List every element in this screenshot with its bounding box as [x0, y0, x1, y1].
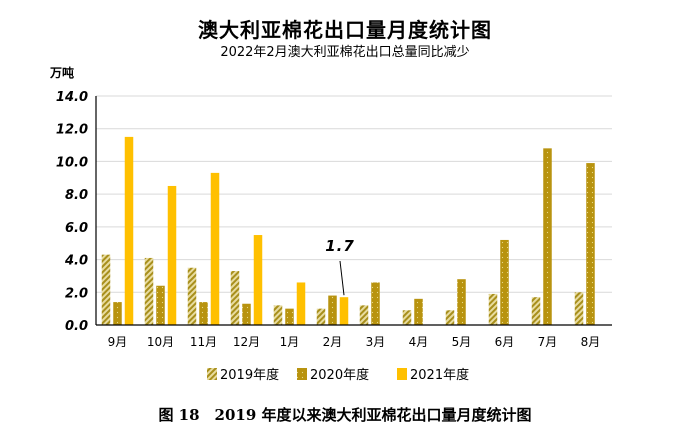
x-tick-label: 1月 [280, 335, 300, 349]
bar-1-3 [242, 303, 251, 325]
x-tick-label: 12月 [233, 335, 260, 349]
x-tick-label: 10月 [147, 335, 174, 349]
bar-1-2 [199, 302, 208, 325]
tick-labels: 0.0 2.0 4.0 6.0 8.0 10.0 12.0 14.0 万吨 9月 10月 11月 12月… [49, 65, 600, 349]
y-tick-label: 8.0 [65, 188, 88, 203]
y-tick-label: 6.0 [65, 221, 88, 236]
bar-1-1 [156, 285, 165, 325]
x-tick-label: 3月 [366, 335, 386, 349]
bar-1-9 [500, 239, 509, 325]
y-axis-unit: 万吨 [49, 65, 74, 80]
y-tick-label: 10.0 [56, 155, 88, 170]
y-tick-label: 0.0 [65, 319, 88, 334]
bar-0-11 [574, 292, 584, 325]
bar-1-5 [328, 295, 337, 325]
annotations: 1.7 [325, 237, 355, 296]
bar-2-1 [167, 185, 177, 325]
axes [95, 96, 612, 326]
bar-0-6 [359, 305, 369, 325]
bar-1-11 [586, 163, 595, 325]
bar-0-7 [402, 310, 412, 325]
bar-0-3 [230, 271, 240, 325]
bar-0-0 [101, 254, 111, 325]
annotation-leader [339, 260, 345, 296]
legend: 2019年度 2020年度 2021年度 [207, 367, 469, 383]
legend-label: 2020年度 [310, 367, 369, 383]
bar-2-0 [124, 136, 134, 325]
legend-swatch-1 [297, 368, 307, 380]
bar-1-6 [371, 282, 380, 325]
y-tick-label: 4.0 [64, 254, 88, 269]
bar-0-8 [445, 310, 455, 325]
x-tick-label: 11月 [190, 335, 217, 349]
bar-1-10 [543, 148, 552, 325]
x-tick-label: 6月 [495, 335, 515, 349]
bar-0-9 [488, 293, 498, 325]
bar-1-7 [414, 298, 423, 325]
chart-title: 澳大利亚棉花出口量月度统计图 [198, 18, 492, 42]
x-tick-label: 4月 [409, 335, 429, 349]
legend-swatch-0 [207, 368, 217, 380]
x-tick-label: 9月 [108, 335, 128, 349]
legend-swatch-2 [397, 368, 407, 380]
x-tick-label: 7月 [538, 335, 558, 349]
x-tick-label: 2月 [323, 335, 343, 349]
bar-0-2 [187, 267, 197, 325]
y-tick-label: 12.0 [56, 123, 88, 138]
bar-1-4 [285, 308, 294, 325]
grid-lines [96, 95, 612, 293]
bars [101, 136, 595, 325]
bar-0-5 [316, 308, 326, 325]
bar-0-1 [144, 257, 154, 325]
bar-2-4 [296, 282, 306, 325]
bar-0-4 [273, 305, 283, 325]
bar-0-10 [531, 297, 541, 325]
bar-2-2 [210, 172, 220, 325]
x-tick-label: 8月 [581, 335, 601, 349]
chart-subtitle: 2022年2月澳大利亚棉花出口总量同比减少 [220, 45, 470, 60]
legend-label: 2021年度 [410, 367, 469, 383]
annotation-label: 1.7 [325, 237, 355, 255]
figure-caption: 图 18 2019 年度以来澳大利亚棉花出口量月度统计图 [158, 406, 532, 424]
bar-2-3 [253, 235, 263, 325]
y-tick-label: 14.0 [56, 90, 88, 105]
bar-1-0 [113, 302, 122, 325]
bar-1-8 [457, 279, 466, 325]
y-tick-label: 2.0 [65, 286, 88, 301]
bar-2-5 [339, 297, 349, 325]
legend-label: 2019年度 [220, 367, 279, 383]
x-tick-label: 5月 [452, 335, 472, 349]
